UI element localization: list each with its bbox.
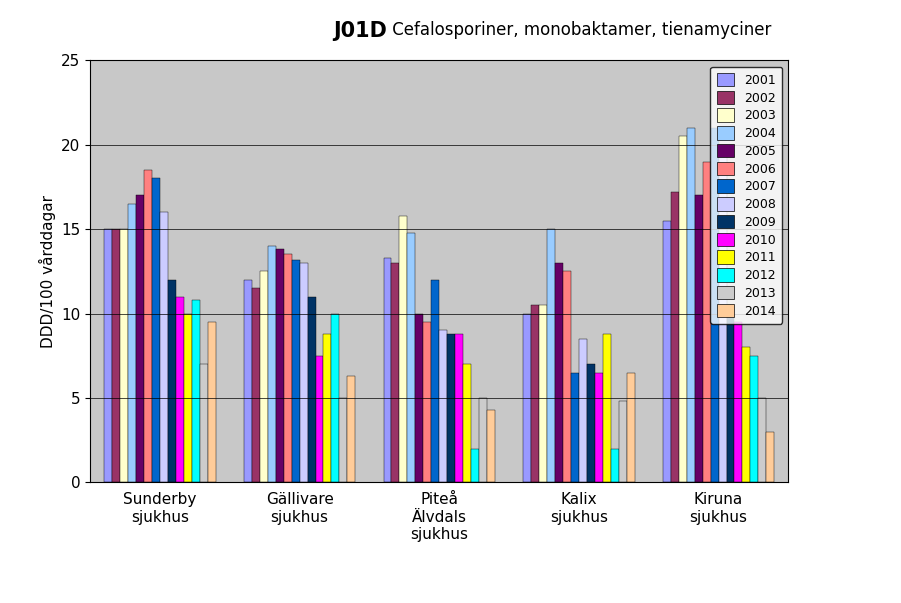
Bar <box>555 263 563 482</box>
Bar <box>184 314 192 482</box>
Bar <box>423 322 432 482</box>
Bar <box>595 373 603 482</box>
Bar <box>523 314 531 482</box>
Bar <box>767 432 774 482</box>
Bar <box>399 216 407 482</box>
Bar <box>251 288 259 482</box>
Bar <box>136 195 144 482</box>
Bar <box>619 402 627 482</box>
Legend: 2001, 2002, 2003, 2004, 2005, 2006, 2007, 2008, 2009, 2010, 2011, 2012, 2013, 20: 2001, 2002, 2003, 2004, 2005, 2006, 2007… <box>710 66 782 324</box>
Bar <box>348 376 355 482</box>
Bar <box>670 192 678 482</box>
Bar <box>531 305 539 482</box>
Bar <box>611 449 619 482</box>
Bar <box>292 259 299 482</box>
Bar <box>751 356 759 482</box>
Bar <box>391 263 399 482</box>
Bar <box>539 305 547 482</box>
Bar <box>479 398 487 482</box>
Bar <box>120 229 128 482</box>
Bar <box>144 170 152 482</box>
Bar <box>703 162 711 482</box>
Bar <box>695 195 703 482</box>
Bar <box>571 373 578 482</box>
Bar <box>192 300 200 482</box>
Bar <box>726 314 734 482</box>
Text: Cefalosporiner, monobaktamer, tienamyciner: Cefalosporiner, monobaktamer, tienamycin… <box>387 21 772 39</box>
Bar <box>128 204 136 482</box>
Bar <box>471 449 479 482</box>
Bar <box>152 178 160 482</box>
Bar <box>440 330 447 482</box>
Bar <box>734 322 742 482</box>
Bar <box>168 280 176 482</box>
Bar <box>415 314 423 482</box>
Bar <box>284 254 292 482</box>
Bar <box>244 280 251 482</box>
Bar <box>332 314 340 482</box>
Bar <box>447 334 455 482</box>
Bar <box>208 322 215 482</box>
Bar <box>384 258 391 482</box>
Bar <box>463 364 471 482</box>
Bar <box>315 356 323 482</box>
Text: J01D: J01D <box>333 21 387 41</box>
Bar <box>547 229 555 482</box>
Bar <box>719 145 726 482</box>
Bar <box>307 297 315 482</box>
Bar <box>340 398 348 482</box>
Y-axis label: DDD/100 vårddagar: DDD/100 vårddagar <box>39 195 56 348</box>
Bar <box>742 347 751 482</box>
Bar <box>711 128 719 482</box>
Bar <box>112 229 120 482</box>
Bar <box>579 339 587 482</box>
Bar <box>687 128 695 482</box>
Bar <box>759 398 767 482</box>
Bar <box>678 136 687 482</box>
Bar <box>160 212 168 482</box>
Bar <box>407 233 415 482</box>
Bar <box>176 297 184 482</box>
Bar <box>663 221 670 482</box>
Bar <box>259 271 268 482</box>
Bar <box>587 364 595 482</box>
Bar <box>268 246 276 482</box>
Bar <box>105 229 112 482</box>
Bar <box>563 271 571 482</box>
Bar <box>627 373 634 482</box>
Bar <box>323 334 332 482</box>
Bar <box>432 280 440 482</box>
Bar <box>276 250 284 482</box>
Bar <box>603 334 611 482</box>
Bar <box>487 410 495 482</box>
Bar <box>299 263 307 482</box>
Bar <box>455 334 463 482</box>
Bar <box>200 364 208 482</box>
